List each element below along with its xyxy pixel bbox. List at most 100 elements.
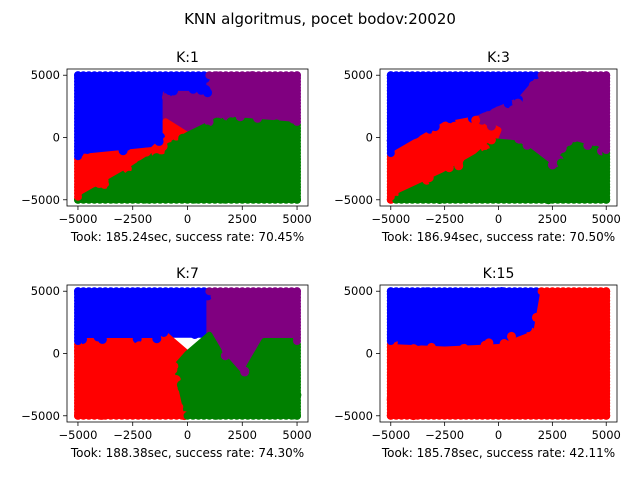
scatter-point — [260, 133, 270, 143]
scatter-point — [276, 401, 286, 411]
scatter-point — [276, 411, 285, 420]
scatter-point — [280, 389, 290, 399]
scatter-point — [510, 354, 520, 364]
scatter-point — [580, 132, 590, 141]
scatter-point — [229, 369, 239, 379]
scatter-point — [282, 287, 291, 296]
scatter-point — [479, 381, 489, 390]
scatter-point — [443, 400, 453, 409]
scatter-point — [157, 181, 167, 191]
scatter-point — [555, 188, 565, 198]
x-tick-label: 2500 — [228, 428, 257, 442]
scatter-point — [221, 71, 230, 80]
scatter-point — [119, 355, 129, 365]
scatter-point — [168, 397, 178, 407]
scatter-point — [547, 187, 557, 197]
scatter-point — [503, 99, 513, 109]
scatter-point — [463, 397, 473, 407]
scatter-point — [210, 71, 219, 80]
scatter-point — [139, 411, 148, 420]
scatter-point — [158, 303, 168, 313]
scatter-point — [221, 411, 230, 420]
x-tick-label: −5000 — [371, 212, 410, 226]
scatter-point — [128, 195, 137, 204]
scatter-point — [546, 385, 556, 395]
scatter-point — [474, 152, 484, 162]
scatter-point — [247, 312, 257, 322]
scatter-point — [236, 335, 246, 345]
scatter-point — [419, 310, 429, 320]
scatter-point — [535, 345, 545, 355]
scatter-point — [205, 411, 214, 420]
scatter-point — [276, 195, 285, 204]
scatter-point — [533, 100, 543, 110]
scatter-point — [130, 383, 140, 393]
scatter-point — [572, 366, 582, 376]
scatter-point — [192, 299, 202, 309]
scatter-point — [578, 304, 588, 314]
scatter-point — [579, 181, 589, 191]
scatter-point — [140, 293, 150, 303]
scatter-point — [202, 124, 212, 134]
scatter-point — [232, 195, 241, 204]
scatter-point — [100, 385, 110, 395]
x-axis-label: Took: 185.24sec, success rate: 70.45% — [70, 230, 304, 244]
scatter-point — [171, 140, 181, 150]
scatter-point — [518, 301, 528, 311]
x-tick-label: 2500 — [538, 428, 567, 442]
scatter-point — [457, 180, 467, 190]
scatter-point — [189, 287, 197, 296]
scatter-point — [284, 339, 294, 349]
scatter-point — [479, 367, 489, 377]
x-tick-label: 5000 — [282, 212, 311, 226]
scatter-point — [142, 310, 152, 320]
scatter-point — [227, 322, 236, 332]
scatter-point — [254, 71, 263, 80]
scatter-point — [140, 96, 150, 106]
scatter-point — [154, 136, 164, 146]
scatter-point — [81, 351, 91, 361]
scatter-point — [403, 314, 413, 323]
scatter-point — [106, 411, 115, 420]
scatter-point — [227, 71, 236, 80]
scatter-point — [150, 71, 159, 80]
scatter-point — [434, 368, 444, 378]
scatter-point — [435, 89, 445, 99]
scatter-point — [199, 287, 208, 296]
scatter-point — [161, 93, 171, 102]
scatter-point — [108, 354, 118, 364]
scatter-point — [248, 325, 258, 335]
scatter-point — [122, 309, 132, 319]
scatter-point — [161, 411, 170, 420]
scatter-point — [94, 84, 104, 94]
scatter-point — [272, 156, 282, 166]
scatter-point — [112, 376, 122, 385]
scatter-point — [271, 411, 280, 420]
scatter-point — [512, 389, 522, 399]
scatter-point — [459, 343, 469, 353]
scatter-point — [285, 293, 295, 303]
scatter-point — [247, 151, 257, 160]
scatter-point — [189, 411, 197, 420]
scatter-point — [227, 170, 237, 180]
scatter-point — [271, 71, 280, 80]
scatter-point — [480, 398, 490, 408]
scatter-point — [156, 287, 165, 296]
scatter-point — [279, 175, 289, 185]
scatter-point — [580, 122, 590, 132]
scatter-point — [168, 365, 178, 375]
scatter-point — [151, 316, 161, 326]
scatter-point — [201, 85, 211, 94]
scatter-point — [160, 78, 170, 88]
scatter-point — [413, 100, 422, 110]
x-tick-label: −5000 — [371, 428, 410, 442]
scatter-point — [270, 168, 280, 178]
scatter-point — [423, 157, 433, 167]
scatter-point — [117, 195, 126, 204]
scatter-point — [117, 179, 127, 189]
scatter-point — [511, 378, 521, 388]
scatter-point — [427, 117, 437, 127]
scatter-point — [150, 287, 159, 296]
scatter-point — [82, 145, 92, 154]
scatter-point — [165, 86, 175, 96]
